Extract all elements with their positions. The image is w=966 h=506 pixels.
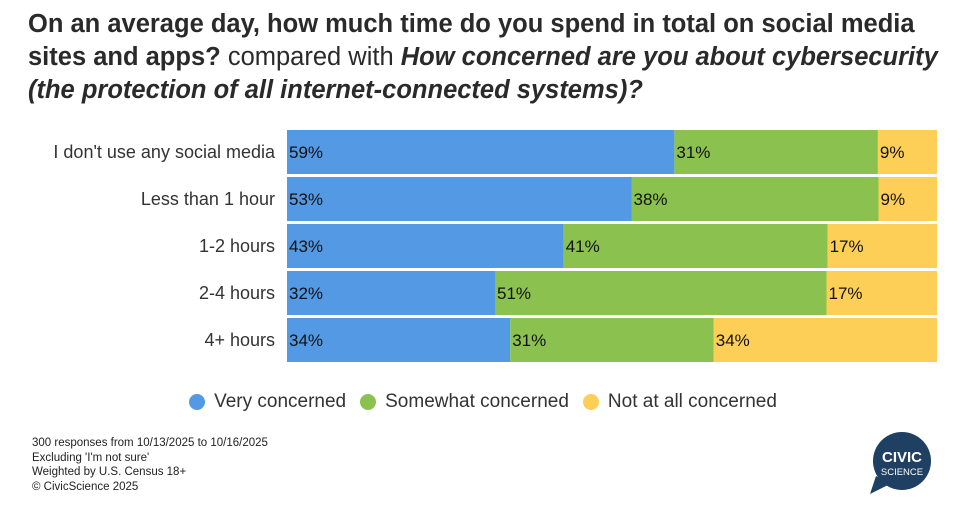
footnote-weighting: Weighted by U.S. Census 18+: [32, 466, 187, 478]
footnotes: 300 responses from 10/13/2025 to 10/16/2…: [32, 436, 268, 494]
legend-item-somewhat-concerned: Somewhat concerned: [360, 391, 569, 413]
bar-somewhat-concerned-i-don-t-use-any-social-media: [674, 130, 878, 174]
footnote-copyright: © CivicScience 2025: [32, 480, 139, 493]
category-label-2-4-hours: 2-4 hours: [199, 283, 275, 303]
data-label-very-concerned-i-don-t-use-any-social-media: 59%: [289, 143, 323, 162]
logo-text-civic: CIVIC: [882, 449, 922, 466]
data-label-very-concerned-1-2-hours: 43%: [289, 237, 323, 256]
bar-not-at-all-concerned-i-don-t-use-any-social-media: [877, 130, 937, 174]
bar-not-at-all-concerned-1-2-hours: [827, 224, 937, 268]
category-label-4-hours: 4+ hours: [204, 330, 275, 350]
legend-item-very-concerned: Very concerned: [189, 391, 346, 413]
category-label-less-than-1-hour: Less than 1 hour: [141, 189, 275, 209]
logo-text-science: SCIENCE: [881, 467, 923, 478]
bar-very-concerned-2-4-hours: [287, 271, 495, 315]
data-label-very-concerned-4-hours: 34%: [289, 331, 323, 350]
bar-not-at-all-concerned-2-4-hours: [826, 271, 937, 315]
bar-somewhat-concerned-4-hours: [510, 318, 714, 362]
civicscience-logo: CIVIC SCIENCE: [870, 432, 931, 494]
bar-not-at-all-concerned-less-than-1-hour: [878, 177, 937, 221]
bar-very-concerned-1-2-hours: [287, 224, 564, 268]
category-label-1-2-hours: 1-2 hours: [199, 236, 275, 256]
chart-title: On an average day, how much time do you …: [28, 8, 948, 107]
bar-very-concerned-i-don-t-use-any-social-media: [287, 130, 675, 174]
logo-bubble: [873, 432, 931, 490]
bar-somewhat-concerned-2-4-hours: [495, 271, 827, 315]
footnote-responses: 300 responses from 10/13/2025 to 10/16/2…: [32, 437, 268, 449]
data-label-somewhat-concerned-1-2-hours: 41%: [566, 237, 600, 256]
data-label-not-at-all-concerned-less-than-1-hour: 9%: [881, 190, 906, 209]
bar-not-at-all-concerned-4-hours: [713, 318, 937, 362]
legend-label-not-at-all-concerned: Not at all concerned: [607, 391, 777, 412]
data-label-somewhat-concerned-i-don-t-use-any-social-media: 31%: [676, 143, 710, 162]
logo-bubble-tail: [870, 476, 890, 494]
data-label-somewhat-concerned-4-hours: 31%: [512, 331, 546, 350]
title-question-2: How concerned are you about cybersecurit…: [28, 43, 938, 104]
bar-very-concerned-4-hours: [287, 318, 511, 362]
category-label-i-don-t-use-any-social-media: I don't use any social media: [53, 142, 276, 162]
data-label-very-concerned-less-than-1-hour: 53%: [289, 190, 323, 209]
data-label-not-at-all-concerned-i-don-t-use-any-social-media: 9%: [880, 143, 905, 162]
legend-swatch-not-at-all-concerned: [582, 394, 599, 410]
data-label-not-at-all-concerned-2-4-hours: 17%: [829, 284, 863, 303]
bar-somewhat-concerned-1-2-hours: [563, 224, 828, 268]
data-label-somewhat-concerned-2-4-hours: 51%: [497, 284, 531, 303]
data-label-not-at-all-concerned-4-hours: 34%: [716, 331, 750, 350]
bar-very-concerned-less-than-1-hour: [287, 177, 632, 221]
data-label-somewhat-concerned-less-than-1-hour: 38%: [634, 190, 668, 209]
stacked-bar-chart: I don't use any social media 59% 31% 9% Less…: [53, 130, 937, 362]
legend-item-not-at-all-concerned: Not at all concerned: [582, 391, 777, 413]
legend-label-somewhat-concerned: Somewhat concerned: [385, 391, 569, 412]
legend-swatch-very-concerned: [189, 394, 206, 410]
legend: Very concerned Somewhat concerned Not at a…: [0, 391, 966, 413]
data-label-not-at-all-concerned-1-2-hours: 17%: [830, 237, 864, 256]
title-connector: compared with: [220, 43, 401, 71]
bar-somewhat-concerned-less-than-1-hour: [631, 177, 879, 221]
legend-label-very-concerned: Very concerned: [214, 391, 347, 412]
data-label-very-concerned-2-4-hours: 32%: [289, 284, 323, 303]
legend-swatch-somewhat-concerned: [360, 394, 377, 410]
footnote-exclusion: Excluding 'I'm not sure': [32, 451, 150, 464]
title-question-1: On an average day, how much time do you …: [28, 10, 915, 71]
